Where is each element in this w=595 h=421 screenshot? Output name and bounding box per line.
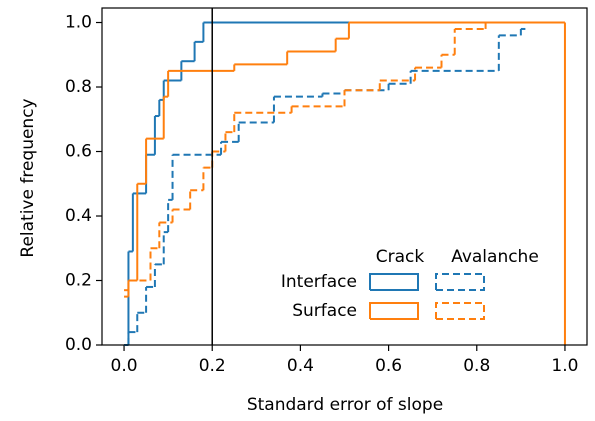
legend-column-header: Crack [376, 247, 425, 267]
series [124, 27, 526, 346]
y-tick-label: 0.2 [65, 271, 92, 291]
x-axis-label: Standard error of slope [247, 395, 443, 415]
y-tick-label: 0.4 [65, 206, 92, 226]
series [124, 21, 566, 345]
legend-column-header: Avalanche [451, 247, 539, 267]
series [124, 22, 487, 292]
y-tick-label: 0.8 [65, 77, 92, 97]
y-tick-label: 1.0 [65, 13, 92, 33]
y-tick-label: 0.6 [65, 142, 92, 162]
y-tick-label: 0.0 [65, 335, 92, 355]
legend-swatch [369, 273, 419, 291]
legend-swatch [435, 302, 485, 320]
legend-row-label: Surface [292, 301, 357, 321]
x-tick-label: 0.2 [199, 356, 226, 376]
plot-frame [101, 7, 588, 346]
legend-row-label: Interface [281, 272, 357, 292]
x-tick-label: 0.8 [463, 356, 490, 376]
legend-swatch [369, 302, 419, 320]
x-tick-label: 0.0 [111, 356, 138, 376]
x-tick-label: 1.0 [551, 356, 578, 376]
y-axis-label: Relative frequency [18, 98, 38, 257]
x-tick-label: 0.6 [375, 356, 402, 376]
series [124, 21, 358, 346]
x-tick-label: 0.4 [287, 356, 314, 376]
legend-swatch [435, 273, 485, 291]
